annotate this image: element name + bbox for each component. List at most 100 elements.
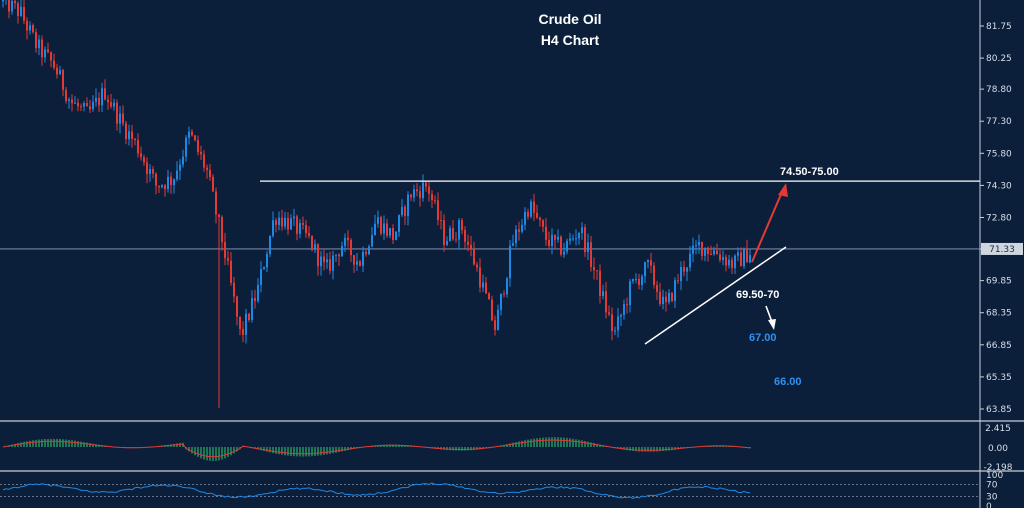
candle-body [656, 284, 658, 292]
candle-body [482, 282, 484, 288]
candle-body [305, 224, 307, 234]
candle-body [695, 245, 697, 247]
candle-body [332, 255, 334, 271]
candle-body [119, 113, 121, 124]
candle-body [335, 254, 337, 256]
candle-body [518, 229, 520, 232]
candle-body [707, 247, 709, 254]
candle-body [743, 248, 745, 267]
candle-body [638, 278, 640, 285]
candle-body [308, 233, 310, 236]
candle-body [14, 0, 16, 4]
candle-body [191, 131, 193, 136]
candle-body [539, 217, 541, 221]
candle-body [104, 88, 106, 100]
candle-body [560, 236, 562, 255]
candle-body [590, 242, 592, 268]
candle-body [614, 330, 616, 332]
candle-body [623, 304, 625, 316]
candle-body [677, 280, 679, 282]
candle-body [251, 298, 253, 320]
candle-body [26, 20, 28, 31]
candle-body [644, 262, 646, 277]
candle-body [161, 185, 163, 188]
candle-body [47, 49, 49, 53]
price-tick-label: 80.25 [986, 54, 1012, 64]
candle-body [434, 200, 436, 202]
candle-body [629, 281, 631, 306]
candle-body [212, 176, 214, 192]
candle-body [749, 255, 751, 263]
candle-body [224, 242, 226, 259]
candle-body [602, 291, 604, 296]
rsi-line [2, 482, 751, 499]
candle-body [641, 276, 643, 285]
current-price-label: 71.33 [989, 245, 1015, 255]
candle-body [155, 173, 157, 186]
candle-body [410, 194, 412, 198]
candle-body [257, 284, 259, 302]
candle-body [290, 218, 292, 230]
candle-body [416, 189, 418, 192]
candle-body [254, 298, 256, 302]
candle-body [275, 220, 277, 225]
candle-body [704, 247, 706, 256]
candle-body [719, 254, 721, 261]
candle-body [98, 97, 100, 106]
candle-body [440, 220, 442, 222]
candle-body [338, 254, 340, 257]
candle-body [659, 291, 661, 305]
candle-body [566, 240, 568, 252]
target-label-67: 67.00 [749, 332, 777, 344]
candle-body [683, 266, 685, 272]
candle-body [296, 216, 298, 234]
candle-body [149, 169, 151, 174]
ascending-trendline [644, 246, 787, 345]
candle-body [368, 246, 370, 255]
candle-body [230, 260, 232, 283]
candle-body [374, 223, 376, 236]
candle-body [488, 293, 490, 300]
candle-body [86, 103, 88, 107]
candle-body [236, 296, 238, 317]
candle-body [260, 269, 262, 285]
candle-body [443, 220, 445, 245]
candle-body [134, 138, 136, 140]
candle-body [395, 231, 397, 240]
candle-body [506, 278, 508, 295]
candle-body [299, 223, 301, 234]
price-tick-label: 68.35 [986, 309, 1012, 319]
candle-body [509, 245, 511, 279]
candle-body [200, 151, 202, 155]
candle-body [533, 201, 535, 213]
candle-body [557, 236, 559, 240]
candle-body [350, 240, 352, 256]
candle-body [548, 239, 550, 247]
candle-body [248, 313, 250, 320]
candle-body [227, 258, 229, 261]
target-label-66: 66.00 [774, 376, 802, 388]
candle-body [146, 162, 148, 174]
candle-body [284, 217, 286, 227]
candle-body [143, 157, 145, 163]
candle-body [587, 242, 589, 253]
bullish-arrow [751, 191, 783, 263]
candle-body [491, 299, 493, 321]
candle-body [449, 228, 451, 241]
candle-body [500, 293, 502, 310]
candle-body [554, 234, 556, 240]
macd-tick-label: 0.00 [988, 444, 1008, 454]
candle-body [728, 259, 730, 266]
candle-body [359, 261, 361, 266]
candle-body [2, 0, 4, 2]
candle-body [419, 191, 421, 199]
candle-body [314, 244, 316, 250]
candle-body [137, 139, 139, 154]
candle-body [689, 253, 691, 268]
candle-body [464, 230, 466, 242]
candle-body [92, 101, 94, 110]
candle-body [74, 102, 76, 104]
bearish-arrowhead [768, 319, 776, 330]
candle-body [11, 0, 13, 12]
